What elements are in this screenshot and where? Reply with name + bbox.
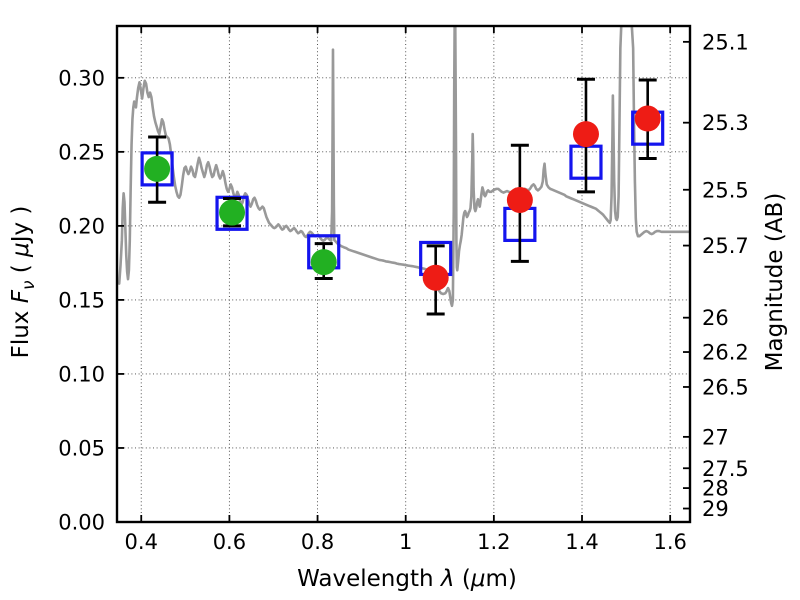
y-tick-label: 0.10: [58, 362, 105, 386]
right-tick-label: 29: [702, 497, 729, 521]
y-axis-title: Flux Fν ( μJy ): [8, 206, 39, 359]
y-tick-label: 0.15: [58, 288, 105, 312]
y-tick-label: 0.20: [58, 214, 105, 238]
observed-photometry-points: [144, 105, 661, 291]
y-tick-label: 0.30: [58, 66, 105, 90]
y-axis-right-title: Magnitude (AB): [762, 193, 788, 372]
right-tick-label: 25.1: [702, 30, 749, 54]
x-tick-label: 1.6: [653, 530, 686, 554]
right-tick-label: 25.3: [702, 111, 749, 135]
x-tick-label: 1.4: [565, 530, 598, 554]
right-tick-label: 25.7: [702, 234, 749, 258]
right-tick-label: 28: [702, 477, 729, 501]
right-tick-label: 27: [702, 425, 729, 449]
right-tick-label: 26.5: [702, 375, 749, 399]
x-tick-label: 1.2: [477, 530, 510, 554]
y-tick-label: 0.00: [58, 511, 105, 535]
right-tick-label: 27.5: [702, 457, 749, 481]
plot-area-background: [117, 26, 690, 522]
y-tick-label: 0.05: [58, 436, 105, 460]
right-tick-label: 26: [702, 306, 729, 330]
right-tick-label: 25.5: [702, 178, 749, 202]
right-tick-label: 26.2: [702, 341, 749, 365]
axes-spines-and-ticks: [115, 24, 692, 524]
x-tick-label: 0.4: [125, 530, 158, 554]
x-tick-label: 0.8: [301, 530, 334, 554]
model-spectrum-curve: [117, 26, 690, 308]
x-axis-title: Wavelength λ (μm): [297, 566, 517, 592]
tick-labels: 0.4 0.6 0.8 1 1.2 1.4 1.6 0.00 0.05 0.10 0.15 0.20 0…: [58, 30, 749, 554]
x-tick-label: 1: [399, 530, 412, 554]
x-tick-label: 0.6: [213, 530, 246, 554]
y-tick-label: 0.25: [58, 140, 105, 164]
